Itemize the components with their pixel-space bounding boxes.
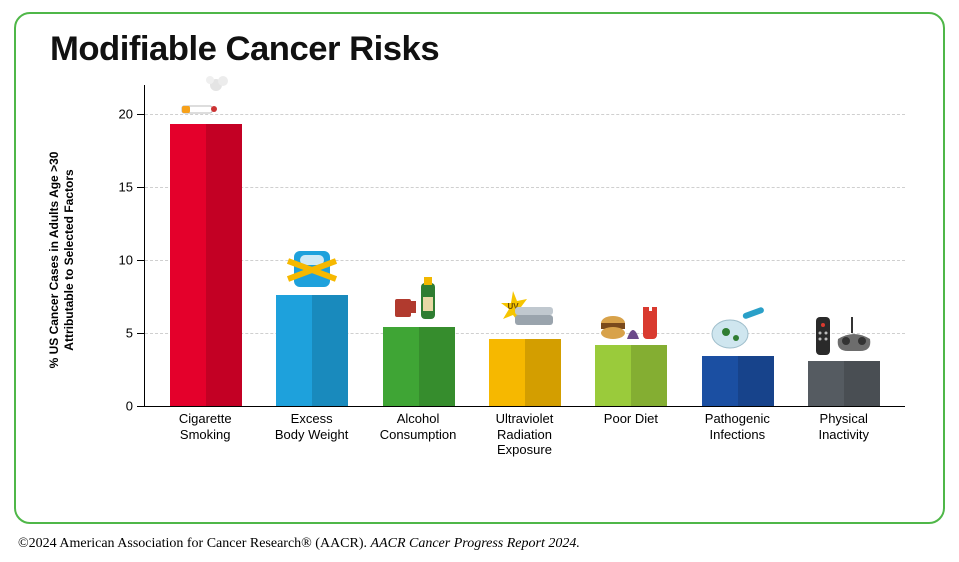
x-axis-label: PathogenicInfections bbox=[684, 411, 790, 458]
cigarette-smoke-icon bbox=[166, 70, 246, 122]
footer-report: AACR Cancer Progress Report 2024. bbox=[371, 536, 580, 551]
x-axis-label: PhysicalInactivity bbox=[791, 411, 897, 458]
y-tick bbox=[137, 260, 145, 261]
bar-shade bbox=[206, 124, 242, 406]
x-axis-label: Poor Diet bbox=[578, 411, 684, 458]
bar-shade bbox=[738, 356, 774, 406]
alcohol-bottles-icon bbox=[379, 273, 459, 325]
bar bbox=[702, 356, 774, 406]
petri-microbe-icon bbox=[698, 302, 778, 354]
y-tick-label: 20 bbox=[105, 107, 133, 122]
bars-container: UV bbox=[145, 85, 905, 406]
bar-shade bbox=[419, 327, 455, 406]
y-tick-label: 15 bbox=[105, 180, 133, 195]
bar-shade bbox=[844, 361, 880, 406]
bar-shade bbox=[312, 295, 348, 406]
figure-footer: ©2024 American Association for Cancer Re… bbox=[18, 536, 945, 552]
y-tick bbox=[137, 333, 145, 334]
uv-tanning-bed-icon: UV bbox=[485, 285, 565, 337]
y-tick-label: 5 bbox=[105, 326, 133, 341]
bar-slot bbox=[684, 85, 790, 406]
bar-slot bbox=[791, 85, 897, 406]
y-tick bbox=[137, 114, 145, 115]
remote-gamepad-icon bbox=[804, 307, 884, 359]
x-axis-label: CigaretteSmoking bbox=[152, 411, 258, 458]
chart-panel: Modifiable Cancer Risks % US Cancer Case… bbox=[14, 12, 945, 524]
bar-shade bbox=[631, 345, 667, 406]
weight-scale-icon bbox=[272, 241, 352, 293]
x-axis-label: Ultraviolet RadiationExposure bbox=[471, 411, 577, 458]
x-axis-labels: CigaretteSmokingExcessBody WeightAlcohol… bbox=[144, 411, 905, 458]
bar-slot bbox=[153, 85, 259, 406]
chart-area: % US Cancer Cases in Adults Age >30Attri… bbox=[116, 75, 905, 445]
x-axis-label: ExcessBody Weight bbox=[258, 411, 364, 458]
y-tick bbox=[137, 406, 145, 407]
bar-slot bbox=[578, 85, 684, 406]
bar-slot: UV bbox=[472, 85, 578, 406]
y-axis-label: % US Cancer Cases in Adults Age >30Attri… bbox=[47, 152, 77, 369]
y-tick-label: 10 bbox=[105, 253, 133, 268]
chart-title: Modifiable Cancer Risks bbox=[50, 30, 915, 69]
bar-slot bbox=[259, 85, 365, 406]
footer-copyright: ©2024 American Association for Cancer Re… bbox=[18, 536, 367, 551]
y-tick-label: 0 bbox=[105, 399, 133, 414]
bar bbox=[808, 361, 880, 406]
fast-food-icon bbox=[591, 291, 671, 343]
bar bbox=[595, 345, 667, 406]
x-axis-label: AlcoholConsumption bbox=[365, 411, 471, 458]
bar-slot bbox=[366, 85, 472, 406]
y-tick bbox=[137, 187, 145, 188]
bar bbox=[383, 327, 455, 406]
bar: UV bbox=[489, 339, 561, 406]
bar bbox=[276, 295, 348, 406]
figure-root: Modifiable Cancer Risks % US Cancer Case… bbox=[0, 0, 959, 562]
bar bbox=[170, 124, 242, 406]
plot-region: UV 05101520 bbox=[144, 85, 905, 407]
bar-shade bbox=[525, 339, 561, 406]
